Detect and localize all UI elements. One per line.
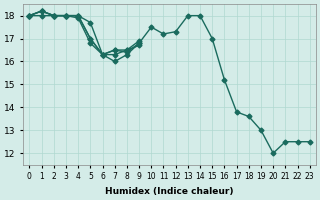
X-axis label: Humidex (Indice chaleur): Humidex (Indice chaleur) [105,187,234,196]
